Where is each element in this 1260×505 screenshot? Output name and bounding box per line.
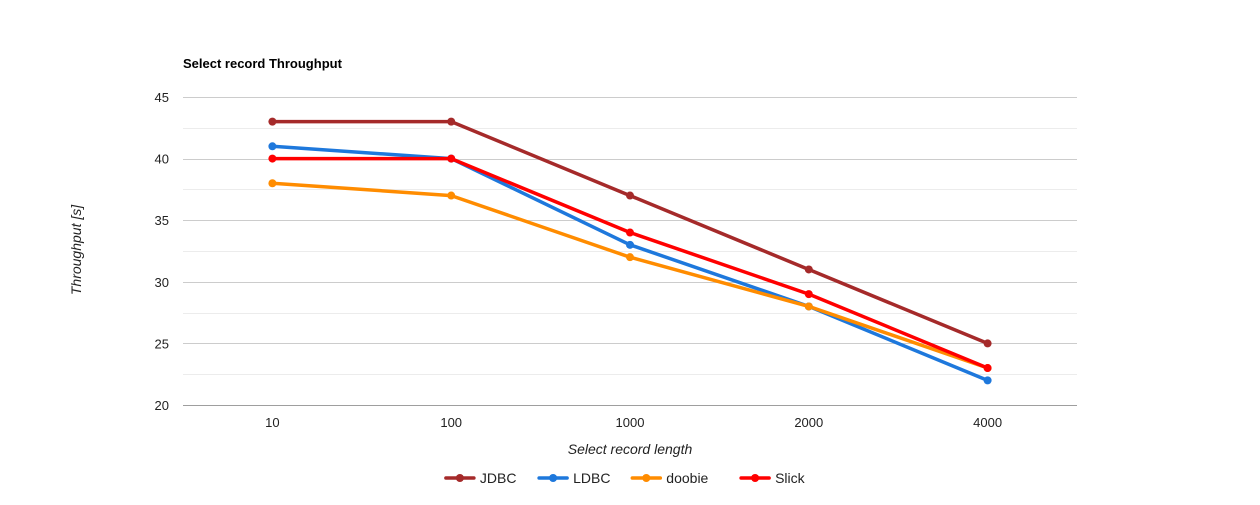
legend-label: JDBC [480,470,517,486]
data-point-doobie [268,179,277,188]
x-tick-label: 10 [265,415,279,430]
legend: JDBC LDBC doobie Slick [444,470,806,486]
data-point-ldbc [983,376,992,385]
legend-swatch-marker [751,474,760,482]
legend-label: Slick [775,470,806,486]
y-tick-label: 45 [155,90,169,105]
series-lines [268,117,992,385]
y-tick-label: 25 [155,336,169,351]
x-axis-ticks: 10 100 1000 2000 4000 [265,415,1002,430]
legend-item-ldbc: LDBC [537,470,610,486]
y-tick-label: 35 [155,213,169,228]
series-line-doobie [270,181,990,370]
x-tick-label: 4000 [973,415,1002,430]
x-tick-label: 1000 [616,415,645,430]
legend-item-doobie: doobie [630,470,709,486]
y-axis-title: Throughput [s] [68,204,84,295]
data-point-jdbc [983,339,992,348]
legend-swatch-marker [455,474,464,482]
series-line-ldbc [270,144,990,383]
legend-item-slick: Slick [739,470,806,486]
series-jdbc [268,117,992,348]
x-tick-label: 2000 [794,415,823,430]
y-tick-label: 40 [155,152,169,167]
legend-item-jdbc: JDBC [444,470,517,486]
y-tick-label: 30 [155,275,169,290]
data-point-slick [626,228,634,237]
x-axis-title: Select record length [568,441,693,457]
data-point-slick [268,154,277,163]
data-point-slick [447,154,456,163]
legend-label: doobie [666,470,708,486]
y-axis-ticks: 20 25 30 35 40 45 [155,90,169,413]
series-slick [268,154,992,373]
data-point-slick [983,364,992,373]
data-point-ldbc [626,240,634,249]
legend-label: LDBC [573,470,610,486]
data-point-jdbc [447,117,456,126]
series-ldbc [268,142,992,385]
data-point-doobie [804,302,813,311]
data-point-doobie [626,253,634,262]
data-point-doobie [447,191,456,200]
data-point-jdbc [804,265,813,274]
legend-swatch-marker [549,474,558,482]
data-point-slick [804,290,813,299]
data-point-ldbc [268,142,277,151]
legend-swatch-marker [642,474,651,482]
grid-lines [183,97,1077,406]
chart-title: Select record Throughput [183,56,343,71]
data-point-jdbc [268,117,277,126]
x-tick-label: 100 [440,415,462,430]
data-point-jdbc [626,191,634,200]
y-tick-label: 20 [155,398,169,413]
